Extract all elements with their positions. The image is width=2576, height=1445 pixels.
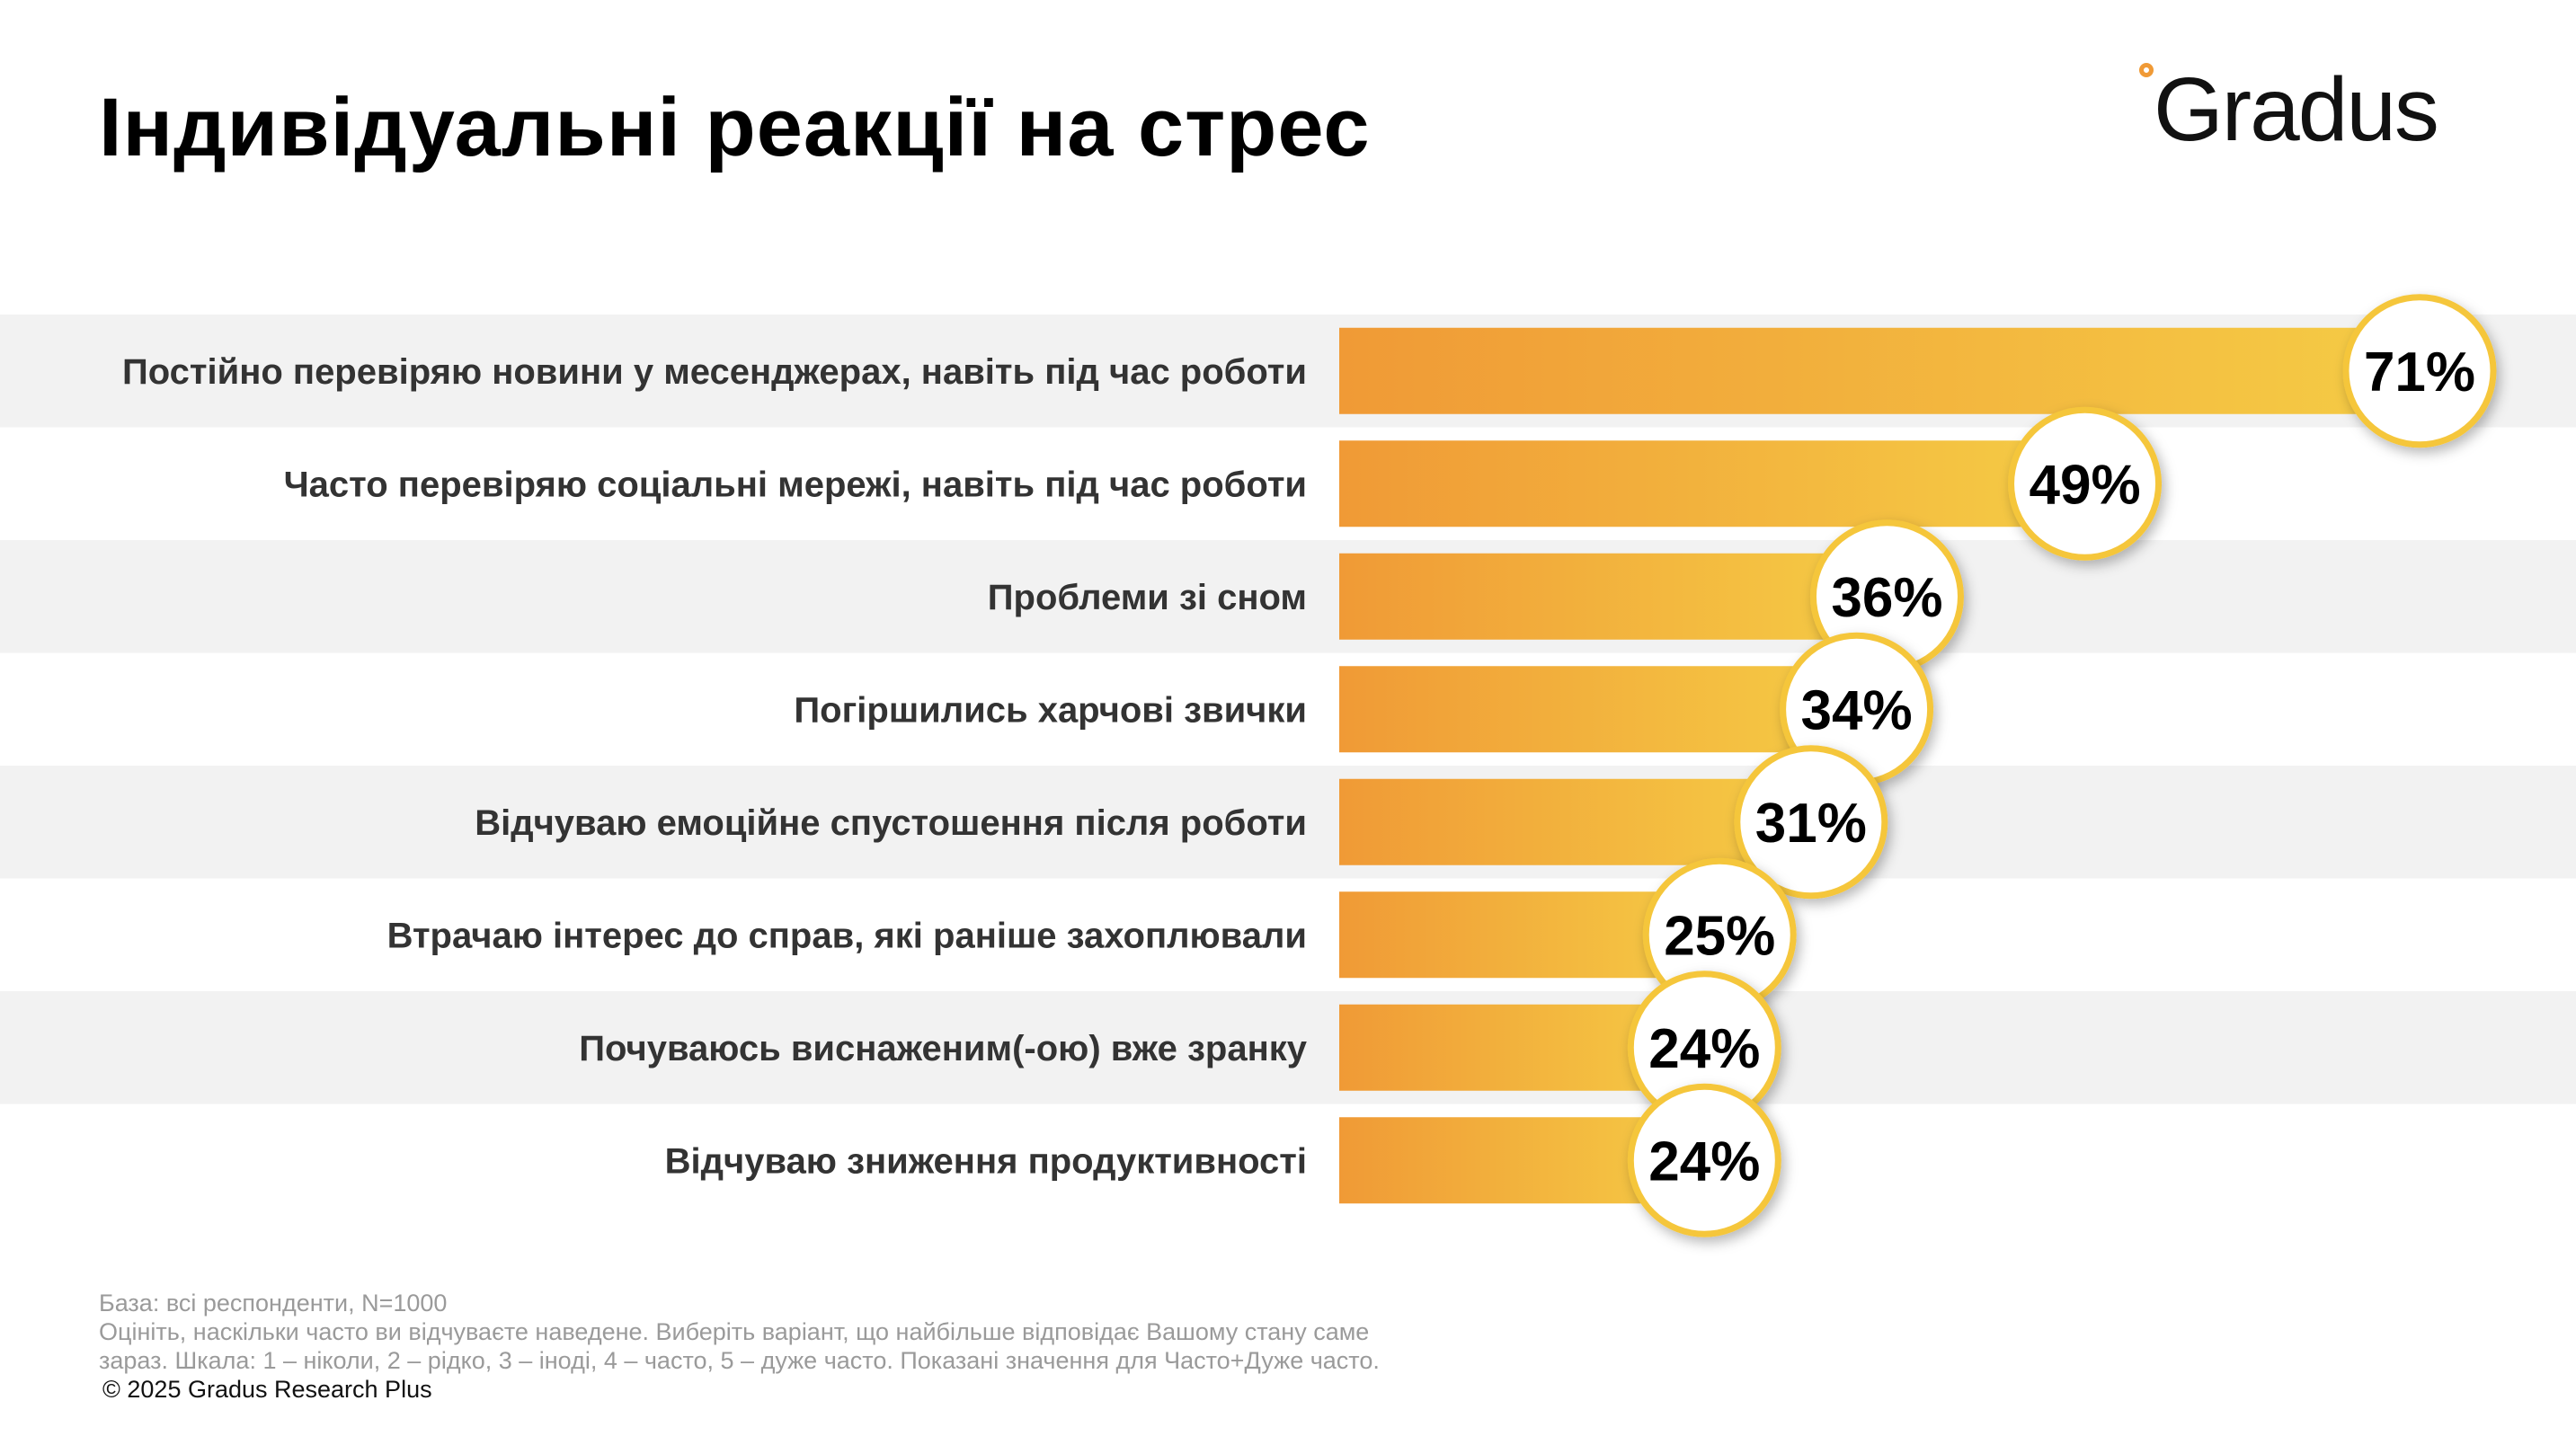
copyright: © 2025 Gradus Research Plus	[102, 1376, 432, 1403]
gradus-logo: Gradus	[2139, 56, 2499, 173]
category-label: Втрачаю інтерес до справ, які раніше зах…	[387, 916, 1307, 955]
value-label: 24%	[1648, 1018, 1760, 1080]
value-badge	[2342, 294, 2497, 448]
footnote-question-line1: Оцініть, наскільки часто ви відчуваєте н…	[99, 1318, 1370, 1345]
value-label: 24%	[1648, 1130, 1760, 1192]
value-label: 49%	[2030, 454, 2141, 516]
value-label: 31%	[1755, 793, 1867, 855]
category-label: Відчуваю емоційне спустошення після робо…	[475, 803, 1307, 843]
bars	[1339, 327, 2420, 1204]
bar	[1339, 327, 2420, 414]
bar	[1339, 440, 2085, 527]
value-label: 34%	[1801, 679, 1913, 741]
category-label: Почуваюсь виснаженим(-ою) вже зранку	[579, 1029, 1307, 1068]
bar	[1339, 553, 1888, 640]
value-badge	[1734, 745, 1888, 900]
bar	[1339, 778, 1811, 865]
value-badge	[2008, 406, 2163, 561]
footnote: База: всі респонденти, N=1000 Оцініть, н…	[99, 1289, 1447, 1404]
category-label: Постійно перевіряю новини у месенджерах,…	[122, 352, 1307, 392]
footnote-base: База: всі респонденти, N=1000	[99, 1290, 448, 1316]
category-labels: Постійно перевіряю новини у месенджерах,…	[122, 352, 1308, 1182]
row-stripe	[0, 991, 2576, 1104]
value-labels: 71% 49% 36% 34% 31% 25% 24% 24%	[1627, 294, 2497, 1237]
value-badge	[1627, 1083, 1781, 1237]
category-label: Відчуваю зниження продуктивності	[665, 1141, 1307, 1181]
value-label: 71%	[2364, 341, 2475, 403]
logo-dot-icon	[2139, 63, 2154, 77]
category-label: Погіршились харчові звички	[794, 690, 1307, 730]
page-title: Індивідуальні реакції на стрес	[99, 82, 1371, 173]
category-label: Проблеми зі сном	[988, 578, 1307, 617]
row-stripe	[0, 766, 2576, 879]
bar	[1339, 666, 1857, 753]
value-label: 25%	[1664, 905, 1775, 967]
value-label: 36%	[1831, 567, 1942, 629]
footnote-question-line2: зараз. Шкала: 1 – ніколи, 2 – рідко, 3 –…	[99, 1347, 1380, 1374]
category-label: Часто перевіряю соціальні мережі, навіть…	[284, 465, 1307, 504]
logo-text: Gradus	[2154, 59, 2439, 160]
row-stripe	[0, 540, 2576, 653]
